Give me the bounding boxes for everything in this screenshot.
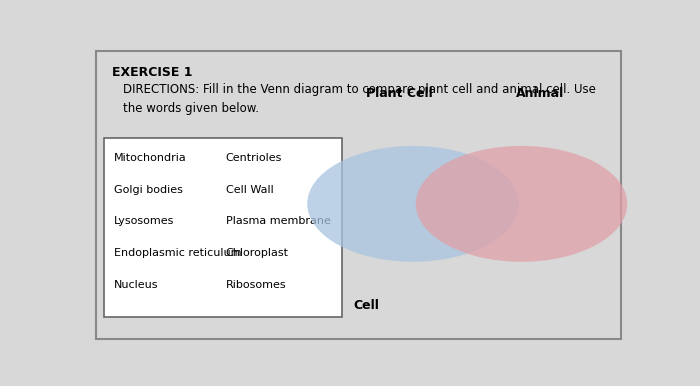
Text: Centrioles: Centrioles [226,153,282,163]
Text: DIRECTIONS: Fill in the Venn diagram to compare plant cell and animal cell. Use
: DIRECTIONS: Fill in the Venn diagram to … [122,83,596,115]
FancyBboxPatch shape [96,51,621,339]
Text: Mitochondria: Mitochondria [113,153,186,163]
Text: Ribosomes: Ribosomes [226,280,286,290]
Circle shape [416,146,627,262]
Circle shape [307,146,519,262]
Text: EXERCISE 1: EXERCISE 1 [112,66,192,79]
Text: Plasma membrane: Plasma membrane [226,217,330,226]
Text: Lysosomes: Lysosomes [113,217,174,226]
Text: Plant Cell: Plant Cell [366,87,433,100]
Text: Cell: Cell [354,299,379,312]
Text: Animal: Animal [517,87,565,100]
FancyBboxPatch shape [104,139,342,317]
Text: Cell Wall: Cell Wall [226,185,274,195]
Text: Endoplasmic reticulum: Endoplasmic reticulum [113,248,241,258]
Text: Chloroplast: Chloroplast [226,248,289,258]
Text: Nucleus: Nucleus [113,280,158,290]
Text: Golgi bodies: Golgi bodies [113,185,183,195]
